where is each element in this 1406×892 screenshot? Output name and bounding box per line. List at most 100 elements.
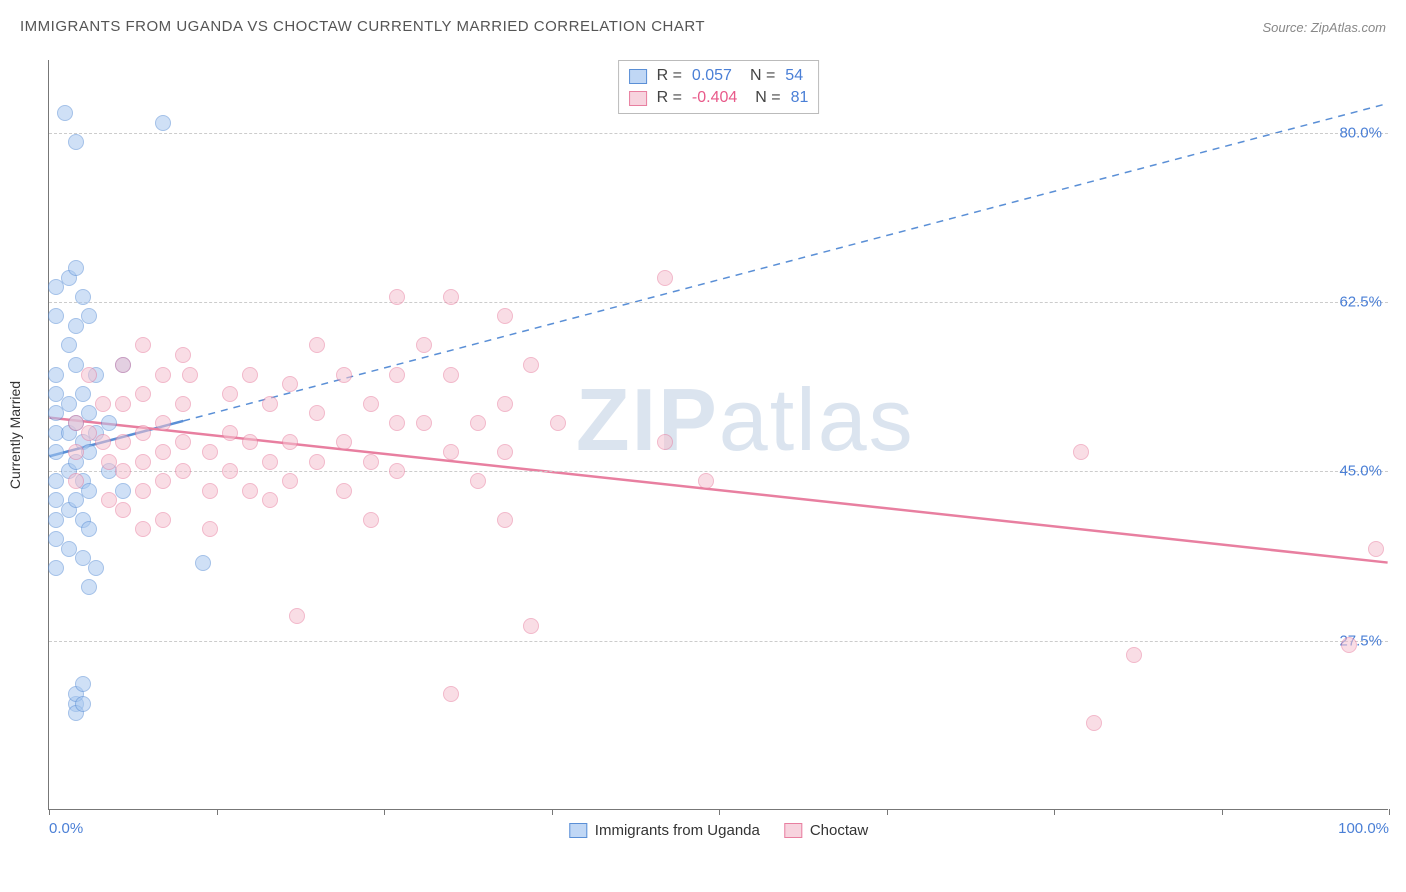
series-legend: Immigrants from Uganda Choctaw: [569, 822, 868, 839]
r-label: R =: [657, 87, 682, 109]
legend-item-series2: Choctaw: [784, 822, 868, 839]
x-tick: [1389, 809, 1390, 815]
data-point: [309, 337, 325, 353]
r-value: 0.057: [692, 65, 732, 87]
data-point: [75, 289, 91, 305]
r-value: -0.404: [692, 87, 737, 109]
data-point: [443, 686, 459, 702]
data-point: [75, 696, 91, 712]
x-tick-label: 0.0%: [49, 820, 83, 837]
data-point: [416, 415, 432, 431]
x-tick-label: 100.0%: [1338, 820, 1389, 837]
data-point: [155, 115, 171, 131]
data-point: [497, 396, 513, 412]
chart-title: IMMIGRANTS FROM UGANDA VS CHOCTAW CURREN…: [20, 18, 705, 35]
data-point: [75, 676, 91, 692]
r-label: R =: [657, 65, 682, 87]
data-point: [68, 134, 84, 150]
data-point: [282, 434, 298, 450]
n-label: N =: [755, 87, 780, 109]
data-point: [497, 444, 513, 460]
y-axis-title: Currently Married: [7, 380, 23, 488]
data-point: [68, 473, 84, 489]
data-point: [81, 483, 97, 499]
data-point: [95, 396, 111, 412]
x-tick: [887, 809, 888, 815]
data-point: [88, 560, 104, 576]
data-point: [182, 367, 198, 383]
data-point: [155, 444, 171, 460]
y-tick-label: 80.0%: [1339, 124, 1382, 141]
data-point: [115, 502, 131, 518]
data-point: [242, 367, 258, 383]
n-value: 81: [791, 87, 809, 109]
data-point: [68, 444, 84, 460]
data-point: [61, 337, 77, 353]
legend-row-series1: R = 0.057 N = 54: [629, 65, 809, 87]
data-point: [155, 512, 171, 528]
data-point: [81, 308, 97, 324]
x-tick: [217, 809, 218, 815]
data-point: [155, 415, 171, 431]
data-point: [155, 367, 171, 383]
data-point: [81, 367, 97, 383]
data-point: [309, 405, 325, 421]
data-point: [242, 434, 258, 450]
x-tick: [552, 809, 553, 815]
data-point: [262, 492, 278, 508]
data-point: [470, 473, 486, 489]
data-point: [175, 396, 191, 412]
source-attribution: Source: ZipAtlas.com: [1262, 20, 1386, 35]
data-point: [155, 473, 171, 489]
data-point: [282, 473, 298, 489]
data-point: [202, 521, 218, 537]
data-point: [443, 444, 459, 460]
data-point: [336, 367, 352, 383]
legend-row-series2: R = -0.404 N = 81: [629, 87, 809, 109]
data-point: [497, 308, 513, 324]
gridline: [49, 471, 1388, 472]
data-point: [1073, 444, 1089, 460]
data-point: [57, 105, 73, 121]
data-point: [175, 434, 191, 450]
data-point: [698, 473, 714, 489]
data-point: [363, 454, 379, 470]
data-point: [416, 337, 432, 353]
data-point: [389, 289, 405, 305]
data-point: [222, 425, 238, 441]
swatch-icon: [569, 823, 587, 838]
data-point: [135, 483, 151, 499]
data-point: [48, 367, 64, 383]
data-point: [135, 337, 151, 353]
data-point: [81, 521, 97, 537]
data-point: [657, 434, 673, 450]
x-tick: [1054, 809, 1055, 815]
data-point: [443, 289, 459, 305]
y-tick-label: 62.5%: [1339, 293, 1382, 310]
swatch-icon: [629, 91, 647, 106]
data-point: [202, 444, 218, 460]
legend-item-series1: Immigrants from Uganda: [569, 822, 760, 839]
data-point: [1368, 541, 1384, 557]
n-value: 54: [785, 65, 803, 87]
legend-label: Immigrants from Uganda: [595, 822, 760, 839]
x-tick: [1222, 809, 1223, 815]
data-point: [115, 357, 131, 373]
data-point: [289, 608, 305, 624]
data-point: [523, 618, 539, 634]
data-point: [135, 425, 151, 441]
data-point: [470, 415, 486, 431]
data-point: [115, 396, 131, 412]
x-tick: [49, 809, 50, 815]
data-point: [523, 357, 539, 373]
data-point: [363, 396, 379, 412]
chart-plot-area: ZIPatlas Currently Married R = 0.057 N =…: [48, 60, 1388, 810]
data-point: [336, 434, 352, 450]
data-point: [1126, 647, 1142, 663]
data-point: [115, 463, 131, 479]
data-point: [135, 521, 151, 537]
data-point: [550, 415, 566, 431]
data-point: [262, 454, 278, 470]
data-point: [75, 386, 91, 402]
data-point: [48, 308, 64, 324]
